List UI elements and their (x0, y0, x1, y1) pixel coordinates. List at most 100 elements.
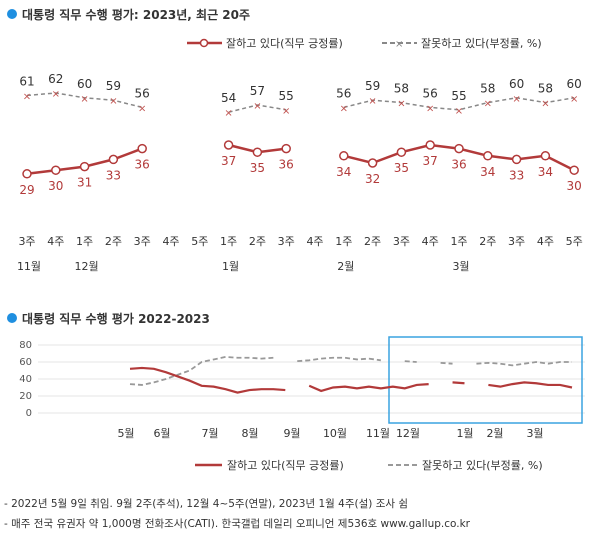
chart1-month-label: 1월 (222, 260, 239, 273)
approve-marker (79, 161, 90, 172)
chart2-x-tick: 6월 (153, 427, 170, 440)
chart1-x-tick: 1주 (220, 235, 237, 248)
approve-marker (339, 151, 349, 161)
disapprove-value-label: 59 (365, 79, 380, 93)
legend-x-marker-icon: × (395, 39, 403, 50)
chart2-approve-line (452, 381, 465, 385)
chart2-y-tick: 20 (19, 391, 32, 402)
disapprove-marker: × (426, 103, 434, 114)
approve-marker (511, 154, 522, 165)
chart2-x-tick: 9월 (283, 427, 300, 440)
approve-marker (252, 147, 263, 157)
disapprove-marker: × (224, 108, 232, 119)
chart1-legend-approve: 잘하고 있다(직무 긍정률) (226, 36, 343, 50)
approve-marker (51, 165, 61, 175)
approve-value-label: 37 (423, 154, 438, 168)
disapprove-marker: × (109, 96, 117, 107)
disapprove-marker: × (253, 101, 261, 112)
approve-marker (367, 158, 378, 168)
chart2-legend-disapprove: 잘못하고 있다(부정률, %) (422, 458, 543, 472)
disapprove-value-label: 54 (221, 91, 236, 105)
disapprove-marker: × (340, 103, 348, 114)
disapprove-line-seg-1 (228, 104, 287, 113)
disapprove-value-label: 60 (77, 77, 92, 91)
chart2-disapprove-line (404, 360, 417, 363)
disapprove-value-label: 57 (250, 84, 265, 98)
disapprove-marker: × (397, 99, 405, 110)
approve-value-label: 35 (394, 161, 409, 175)
disapprove-value-label: 61 (19, 74, 34, 88)
title-bullet-icon-2 (7, 313, 17, 323)
approve-marker (108, 154, 119, 165)
disapprove-marker: × (512, 94, 520, 105)
chart1-title: 대통령 직무 수행 평가: 2023년, 최근 20주 (22, 7, 250, 22)
chart2-disapprove-line (129, 355, 274, 386)
chart1-month-label: 12월 (75, 260, 99, 273)
disapprove-value-label: 59 (106, 79, 121, 93)
approve-value-label: 36 (451, 158, 466, 172)
chart2-disapprove-line (476, 361, 572, 367)
chart2-legend-approve: 잘하고 있다(직무 긍정률) (227, 458, 344, 472)
chart2-y-tick: 40 (19, 374, 32, 385)
disapprove-marker: × (282, 106, 290, 117)
chart1-x-tick: 2주 (364, 235, 381, 248)
approve-marker (396, 147, 407, 157)
chart1-x-tick: 3주 (393, 235, 410, 248)
approve-value-label: 36 (279, 158, 294, 172)
recent-20-weeks-highlight-box (388, 336, 583, 424)
approve-value-label: 30 (48, 179, 63, 193)
approve-value-label: 37 (221, 154, 236, 168)
disapprove-marker: × (484, 99, 492, 110)
disapprove-value-label: 62 (48, 72, 63, 86)
disapprove-value-label: 60 (567, 77, 582, 91)
chart1-plot: × 61 × 62 × 60 × 59 × 56 29 30 31 33 36 × 54 × 57 × 55 37 35 36… (17, 72, 583, 273)
approve-marker (137, 143, 147, 154)
disapprove-marker: × (80, 94, 88, 105)
approve-marker (569, 165, 579, 175)
chart1-legend: 잘하고 있다(직무 긍정률) × 잘못하고 있다(부정률, %) (187, 36, 542, 50)
approve-value-label: 35 (250, 161, 265, 175)
chart1-x-tick: 4주 (162, 235, 179, 248)
disapprove-value-label: 56 (336, 86, 351, 100)
chart1-month-label: 2월 (337, 260, 354, 273)
approve-value-label: 29 (19, 183, 34, 197)
chart2-y-tick: 80 (19, 340, 32, 351)
approve-value-label: 32 (365, 172, 380, 186)
chart1-x-tick: 3주 (278, 235, 295, 248)
chart1-x-tick: 4주 (47, 235, 64, 248)
chart2-title: 대통령 직무 수행 평가 2022-2023 (22, 311, 210, 326)
chart1-x-tick: 3주 (134, 235, 151, 248)
chart1-month-label: 11월 (17, 260, 41, 273)
chart2-x-tick: 2월 (486, 427, 503, 440)
disapprove-value-label: 60 (509, 77, 524, 91)
chart2-x-tick: 1월 (456, 427, 473, 440)
chart2-approve-line (308, 383, 429, 393)
approve-marker (454, 143, 464, 154)
disapprove-value-label: 58 (394, 82, 409, 96)
approve-value-label: 34 (336, 165, 351, 179)
chart2-x-tick: 12월 (396, 427, 420, 440)
chart1-x-tick: 2주 (105, 235, 122, 248)
chart2-disapprove-line (440, 361, 453, 365)
disapprove-marker: × (455, 106, 463, 117)
approve-value-label: 36 (135, 158, 150, 172)
chart1-x-tick: 1주 (76, 235, 93, 248)
chart1-x-tick: 1주 (335, 235, 352, 248)
chart2-x-tick: 8월 (241, 427, 258, 440)
disapprove-line-seg-0 (26, 92, 143, 109)
disapprove-value-label: 58 (538, 82, 553, 96)
title-bullet-icon (7, 9, 17, 19)
chart2-legend: 잘하고 있다(직무 긍정률) 잘못하고 있다(부정률, %) (195, 458, 543, 472)
chart1-x-tick: 1주 (450, 235, 467, 248)
chart2-y-tick: 0 (26, 408, 32, 419)
chart2-x-tick: 3월 (526, 427, 543, 440)
chart1-x-tick: 4주 (537, 235, 554, 248)
approve-value-label: 30 (567, 179, 582, 193)
chart2-x-tick: 7월 (201, 427, 218, 440)
disapprove-marker: × (138, 103, 146, 114)
chart2-x-tick: 5월 (117, 427, 134, 440)
chart1-x-tick: 3주 (508, 235, 525, 248)
approve-marker (281, 143, 291, 154)
